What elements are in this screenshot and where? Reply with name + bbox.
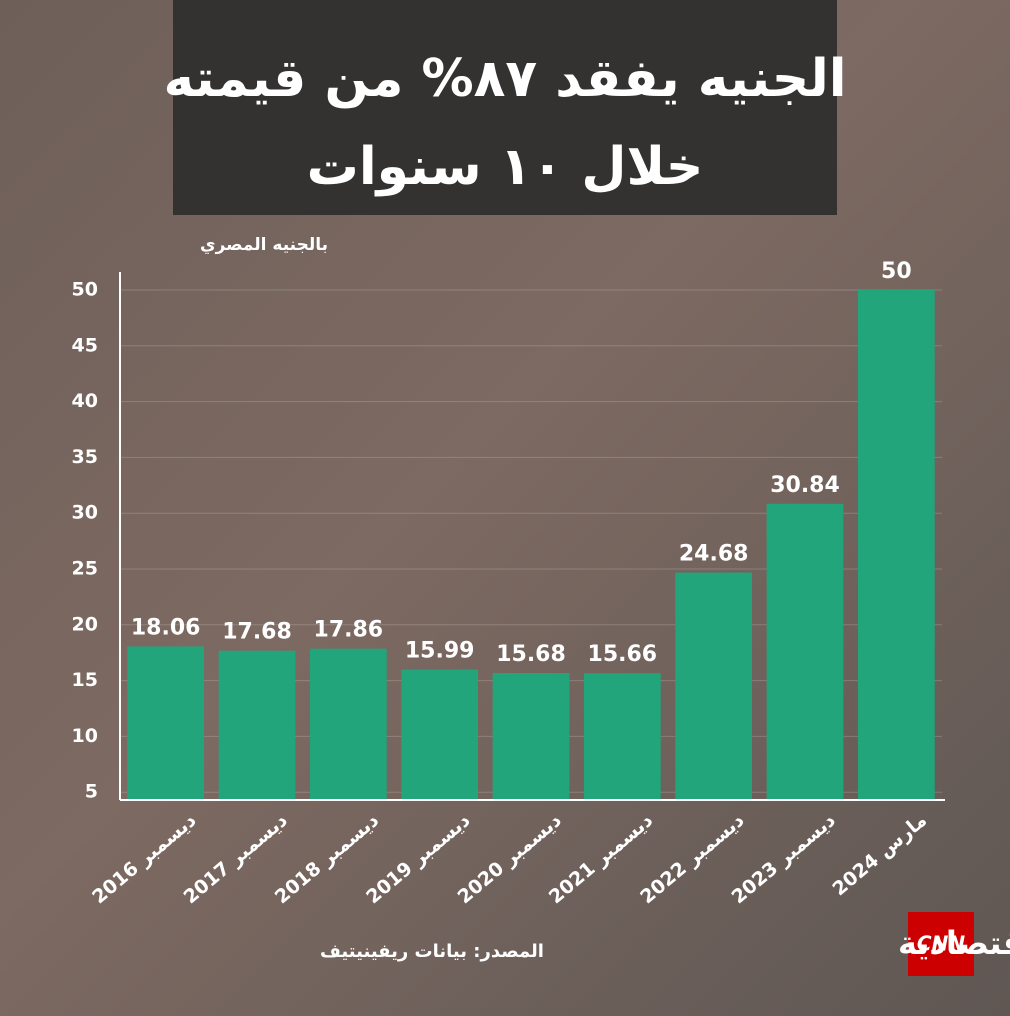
bar xyxy=(583,673,661,800)
value-label: 50 xyxy=(881,259,912,284)
bar xyxy=(309,648,387,800)
y-tick-label: 25 xyxy=(72,557,98,579)
bar xyxy=(218,650,296,800)
value-label: 15.99 xyxy=(405,639,475,664)
y-tick-label: 35 xyxy=(72,446,98,468)
bar xyxy=(127,646,205,800)
title-box xyxy=(173,0,837,215)
bar xyxy=(675,572,753,800)
logo-network: CNN xyxy=(917,932,965,956)
value-label: 17.68 xyxy=(222,620,292,645)
y-tick-label: 50 xyxy=(72,279,98,301)
bar xyxy=(766,503,844,800)
y-tick-label: 20 xyxy=(72,613,98,635)
chart-title: خلال ١٠ سنوات xyxy=(307,137,704,197)
y-tick-label: 40 xyxy=(72,390,98,412)
logo-box xyxy=(908,912,974,976)
y-tick-label: 10 xyxy=(72,725,98,747)
bar xyxy=(492,673,570,800)
bar xyxy=(401,669,479,800)
value-label: 17.86 xyxy=(314,618,384,643)
logo-name: الاقتصادية xyxy=(898,924,1010,962)
y-tick-label: 30 xyxy=(72,502,98,524)
value-label: 24.68 xyxy=(679,542,749,567)
source: المصدر: بيانات ريفينيتيف xyxy=(320,941,544,962)
y-tick-label: 15 xyxy=(72,669,98,691)
y-tick-label: 5 xyxy=(85,781,98,803)
value-label: 15.66 xyxy=(588,642,658,667)
y-tick-label: 45 xyxy=(72,334,98,356)
value-label: 18.06 xyxy=(131,615,201,640)
bar xyxy=(857,290,935,800)
chart-title: الجنيه يفقد ٨٧% من قيمته xyxy=(163,49,846,109)
value-label: 15.68 xyxy=(496,642,566,667)
y-axis-label: بالجنيه المصري xyxy=(200,235,328,255)
value-label: 30.84 xyxy=(770,473,840,498)
